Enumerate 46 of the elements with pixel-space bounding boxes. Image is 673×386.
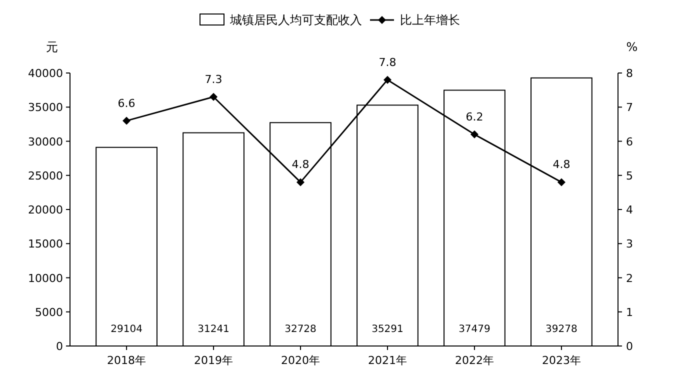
x-tick-label: 2018年 [107,354,146,367]
legend-label: 城镇居民人均可支配收入 [229,13,362,27]
data-label: 4.8 [552,158,570,172]
y-tick-label: 0 [56,340,63,353]
y-tick-label: 40000 [28,67,63,80]
y2-tick-label: 2 [626,272,633,285]
data-label: 39278 [546,324,578,335]
point [470,130,478,138]
y-tick-label: 10000 [28,272,63,285]
data-label: 29104 [110,324,142,335]
y-tick-label: 20000 [28,204,63,216]
y2-tick-label: 0 [626,340,633,353]
y-axis-title: 元 [46,40,58,54]
y-tick-label: 35000 [28,101,63,114]
y2-axis-title: % [626,40,638,54]
data-label: 7.8 [378,56,396,69]
y2-tick-label: 8 [626,67,633,80]
point [296,178,305,186]
data-label: 6.6 [118,96,136,110]
data-label: 35291 [372,324,404,335]
data-label: 32728 [284,324,316,335]
x-tick-label: 2023年 [542,354,581,367]
legend-label: 比上年增长 [400,13,460,27]
y2-tick-label: 6 [626,135,633,148]
y-tick-label: 25000 [28,169,63,182]
y2-tick-label: 4 [626,204,633,216]
y2-tick-label: 3 [626,238,633,251]
x-tick-label: 2022年 [454,354,494,367]
data-label: 7.3 [204,72,222,86]
point [210,92,218,101]
y2-tick-label: 1 [626,306,633,319]
x-tick-label: 2019年 [194,354,234,367]
data-label: 37479 [458,324,490,335]
point [557,178,566,186]
data-label: 4.8 [292,158,310,172]
y-tick-label: 5000 [35,306,63,319]
y-tick-label: 30000 [28,135,63,148]
point [383,76,392,84]
x-tick-label: 2021年 [368,354,407,367]
point [122,116,131,125]
y2-tick-label: 7 [626,101,633,114]
data-label: 31241 [198,324,230,335]
x-tick-label: 2020年 [281,354,320,367]
y2-tick-label: 5 [626,169,633,182]
y-tick-label: 15000 [28,238,63,251]
data-label: 6.2 [466,110,484,124]
